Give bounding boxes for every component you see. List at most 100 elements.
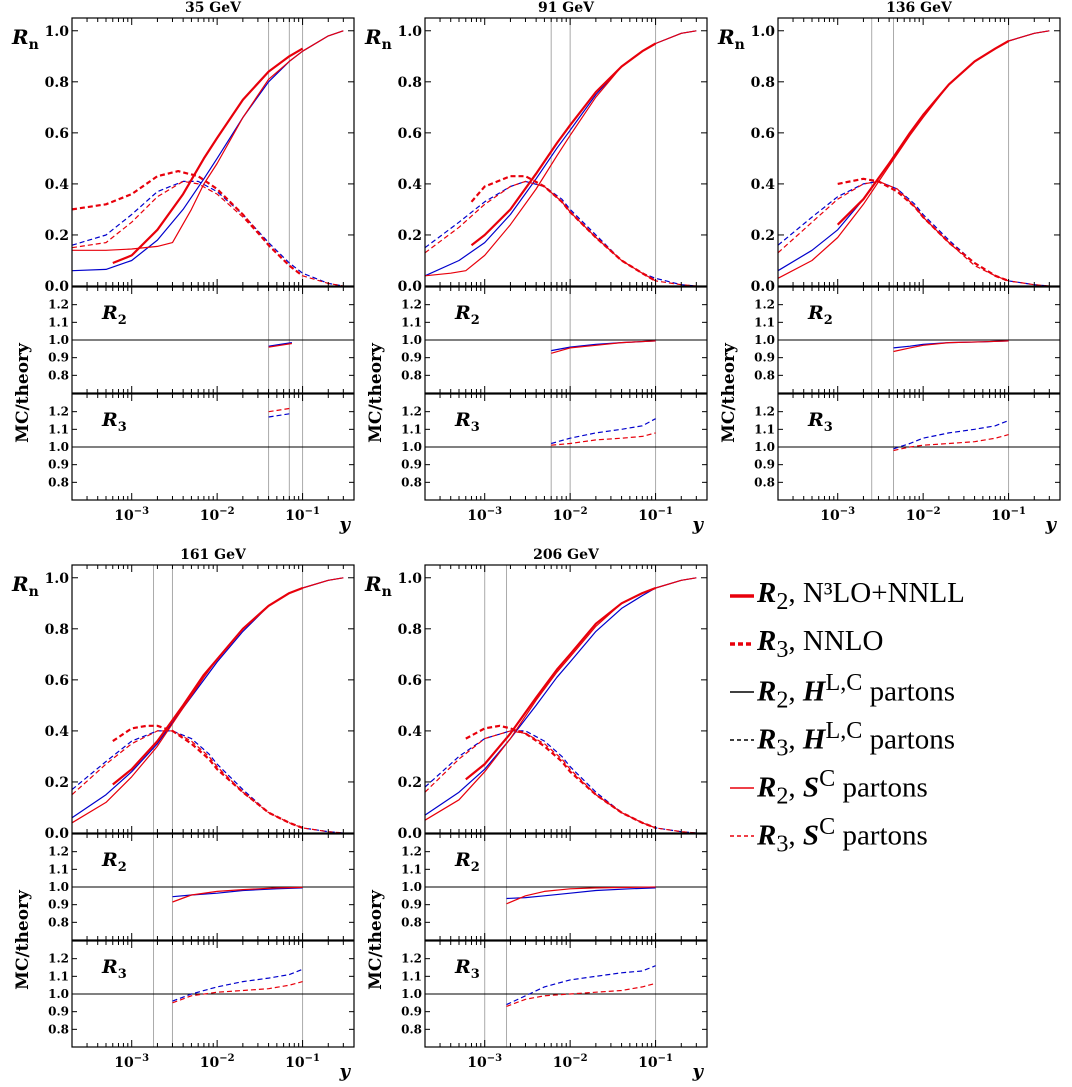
ratio-r3-sc-line: [551, 432, 656, 446]
sc-r3-line: [424, 730, 697, 834]
theory-r3-line: [465, 724, 656, 829]
ratio-label: R3: [454, 956, 480, 982]
ratio-r3-sc-line: [893, 434, 1009, 452]
y-tick-label: 0.8: [751, 75, 775, 91]
legend-swatch: [730, 787, 754, 789]
ratio-r2-hlc-line: [172, 887, 303, 898]
ratio-label: R2: [101, 849, 127, 875]
theory-r2-line: [112, 586, 303, 786]
legend-item: R3, SC partons: [730, 812, 1060, 860]
y-tick-label: 1.0: [48, 333, 69, 347]
y-tick-label: 1.0: [45, 571, 70, 587]
y-tick-label: 0.6: [45, 126, 69, 142]
ratio-r2-sc-line: [172, 886, 303, 903]
y-tick-label: 1.2: [754, 405, 775, 419]
ratio-y-axis-label: MC/theory: [366, 342, 386, 443]
theory-r3-line: [112, 724, 303, 829]
y-tick-label: 0.0: [751, 279, 776, 295]
sc-r3-line: [424, 180, 697, 287]
y-tick-label: 0.4: [45, 724, 70, 740]
y-tick-label: 0.2: [45, 775, 69, 791]
ratio-r3-hlc-line: [551, 418, 656, 445]
y-tick-label: 0.4: [45, 177, 70, 193]
ratio-label: R2: [454, 849, 480, 875]
y-tick-label: 0.9: [401, 898, 422, 912]
y-tick-label: 0.8: [45, 75, 69, 91]
ratio-y-axis-label: MC/theory: [366, 889, 386, 990]
y-tick-label: 1.0: [48, 987, 69, 1001]
y-tick-label: 0.9: [401, 458, 422, 472]
y-tick-label: 1.2: [754, 298, 775, 312]
theory-r3-line: [470, 175, 657, 282]
y-tick-label: 0.2: [45, 228, 69, 244]
ratio-r2-sc-line: [268, 342, 292, 348]
axes-frame: [424, 564, 708, 834]
y-tick-label: 0.8: [48, 1022, 69, 1036]
y-tick-label: 0.2: [751, 228, 775, 244]
y-tick-label: 0.6: [398, 126, 422, 142]
ratio-label: R2: [807, 302, 833, 328]
y-tick-label: 1.0: [45, 24, 70, 40]
y-tick-label: 1.2: [48, 298, 69, 312]
y-tick-label: 1.0: [398, 24, 423, 40]
y-tick-label: 0.4: [751, 177, 776, 193]
y-tick-label: 0.0: [398, 279, 423, 295]
legend-item: R2, N³LO+NNLL: [730, 572, 1060, 620]
y-tick-label: 1.0: [754, 440, 775, 454]
y-tick-label: 0.9: [754, 351, 775, 365]
y-tick-label: 0.9: [48, 458, 69, 472]
ratio-r2-sc-line: [893, 340, 1009, 353]
ratio-r2-sc-line: [551, 340, 656, 354]
y-tick-label: 0.4: [398, 177, 423, 193]
x-tick-label: 10−3: [467, 506, 502, 524]
y-tick-label: 0.9: [48, 351, 69, 365]
x-axis-label: y: [692, 1061, 705, 1082]
ratio-r3-hlc-line: [893, 419, 1009, 450]
y-axis-label: Rn: [364, 25, 392, 53]
x-tick-label: 10−1: [638, 1053, 673, 1071]
y-tick-label: 0.9: [754, 458, 775, 472]
ratio-y-axis-label: MC/theory: [13, 342, 33, 443]
y-axis-label: Rn: [364, 572, 392, 600]
ratio-r3-sc-line: [172, 981, 303, 1004]
y-tick-label: 0.8: [48, 368, 69, 382]
legend-swatch: [730, 739, 754, 741]
y-tick-label: 0.0: [45, 279, 70, 295]
y-tick-label: 1.1: [401, 422, 422, 436]
axes-frame: [424, 17, 708, 287]
ratio-label: R3: [101, 409, 127, 435]
x-tick-label: 10−2: [906, 506, 941, 524]
sc-r2-line: [72, 30, 344, 251]
y-tick-label: 0.8: [45, 622, 69, 638]
ratio-r3-hlc-line: [506, 965, 656, 1006]
x-tick-label: 10−3: [467, 1053, 502, 1071]
y-tick-label: 0.8: [401, 368, 422, 382]
y-tick-label: 1.2: [401, 298, 422, 312]
y-tick-label: 0.8: [48, 915, 69, 929]
panel-title: 91 GeV: [538, 0, 595, 16]
x-tick-label: 10−1: [285, 506, 320, 524]
y-tick-label: 1.1: [754, 422, 775, 436]
ratio-r3-hlc-line: [268, 412, 292, 418]
y-tick-label: 0.9: [401, 1005, 422, 1019]
panel-0: 35 GeV 10−3 10−2 10−1 y 0.0 0.2 0.4 0.6 0.8 1.0 Rn 0…: [11, 0, 355, 535]
y-tick-label: 0.2: [398, 775, 422, 791]
y-tick-label: 1.0: [401, 333, 422, 347]
axes-frame: [71, 564, 355, 834]
ratio-label: R3: [101, 956, 127, 982]
y-tick-label: 0.8: [398, 75, 422, 91]
theory-r2-line: [112, 47, 304, 265]
y-tick-label: 1.1: [401, 969, 422, 983]
x-axis-label: y: [339, 514, 352, 535]
y-tick-label: 1.1: [48, 422, 69, 436]
y-tick-label: 0.9: [48, 898, 69, 912]
y-tick-label: 0.0: [398, 826, 423, 842]
axes-frame: [777, 17, 1061, 287]
y-tick-label: 0.8: [754, 475, 775, 489]
hlc-r3-line: [71, 180, 344, 287]
x-tick-label: 10−3: [114, 506, 149, 524]
legend-swatch: [730, 691, 754, 693]
x-tick-label: 10−1: [991, 506, 1026, 524]
y-tick-label: 0.8: [754, 368, 775, 382]
ratio-r2-sc-line: [506, 886, 656, 905]
